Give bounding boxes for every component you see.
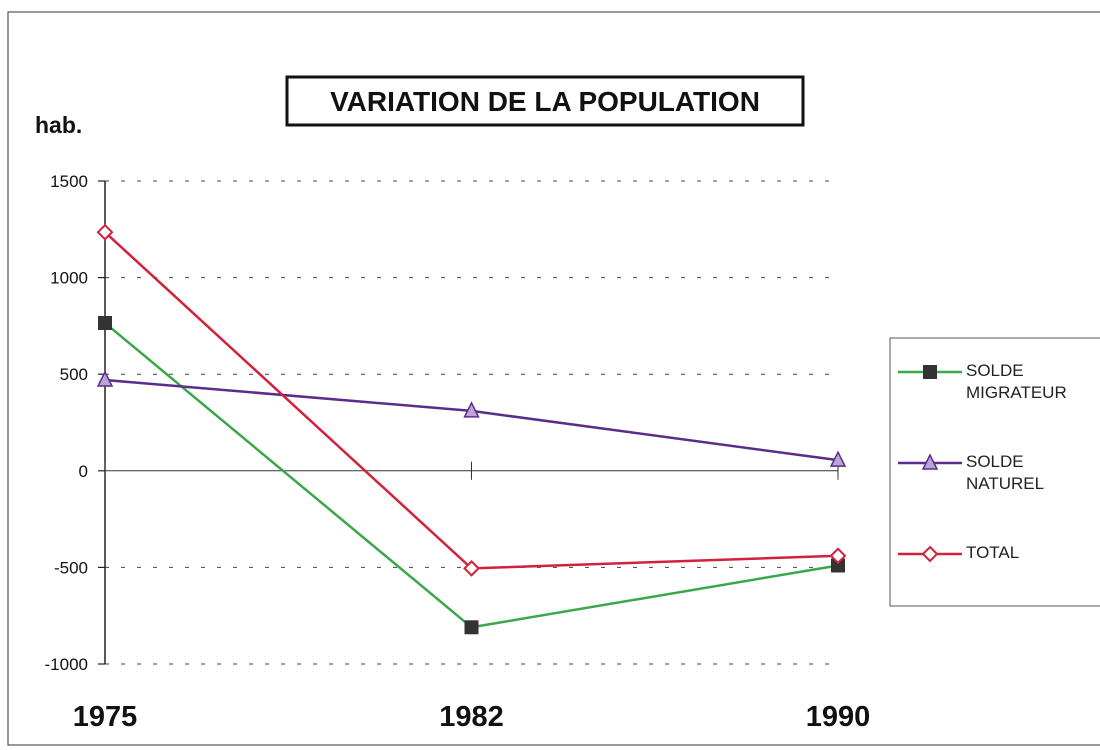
y-tick-label: 1500 bbox=[50, 172, 88, 191]
x-tick-label: 1975 bbox=[73, 701, 138, 733]
y-tick-label: 1000 bbox=[50, 269, 88, 288]
legend-label: SOLDE MIGRATEUR bbox=[966, 361, 1067, 402]
y-tick-label: 500 bbox=[60, 365, 88, 384]
y-axis-label: hab. bbox=[35, 112, 82, 138]
title-box bbox=[285, 75, 805, 127]
legend-label: TOTAL bbox=[966, 543, 1020, 562]
legend-marker bbox=[923, 365, 937, 379]
point-marker bbox=[829, 547, 847, 565]
point-marker bbox=[829, 450, 847, 467]
series-line bbox=[104, 378, 839, 462]
point-marker bbox=[98, 316, 112, 331]
legend-marker bbox=[921, 453, 939, 470]
point-marker bbox=[831, 558, 845, 573]
point-marker bbox=[463, 401, 480, 418]
legend-label: SOLDE NATUREL bbox=[966, 452, 1045, 493]
x-tick-label: 1982 bbox=[439, 701, 504, 733]
point-marker bbox=[464, 620, 479, 635]
y-tick-label: -1000 bbox=[45, 655, 88, 674]
series-line bbox=[104, 231, 839, 570]
point-marker bbox=[96, 223, 114, 241]
point-marker bbox=[96, 370, 114, 387]
chart-title: VARIATION DE LA POPULATION bbox=[330, 86, 760, 117]
x-tick-label: 1990 bbox=[806, 701, 871, 733]
y-tick-label: 0 bbox=[79, 462, 88, 481]
frame bbox=[7, 11, 1100, 746]
point-marker bbox=[463, 559, 480, 577]
legend-marker bbox=[921, 545, 939, 563]
legend-box bbox=[889, 337, 1100, 607]
y-tick-label: -500 bbox=[54, 558, 88, 577]
